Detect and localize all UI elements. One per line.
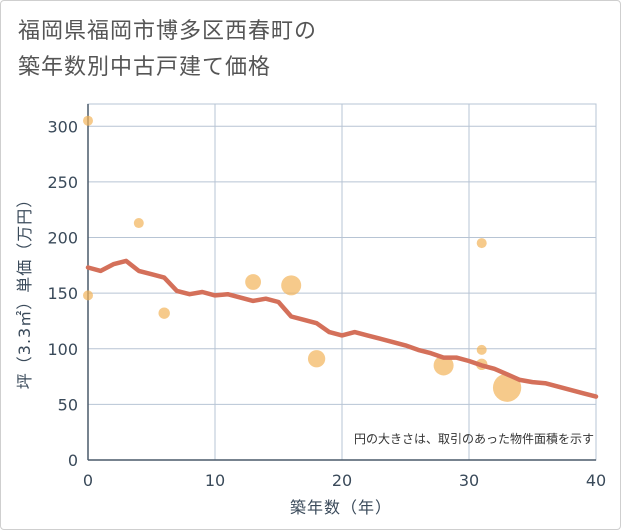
data-point-bubble <box>476 238 487 249</box>
y-tick-label: 300 <box>47 117 78 136</box>
y-tick-label: 0 <box>68 451 78 470</box>
chart-title-line-1: 福岡県福岡市博多区西春町の <box>18 19 318 44</box>
data-point-bubble <box>476 344 487 355</box>
data-point-bubble <box>158 307 170 319</box>
chart-title: 福岡県福岡市博多区西春町の 築年数別中古戸建て価格 <box>18 14 317 86</box>
y-tick-label: 100 <box>47 340 78 359</box>
x-axis-label: 築年数（年） <box>290 498 392 517</box>
y-tick-label: 250 <box>47 173 78 192</box>
y-axis-label: 坪（3.3㎡）単価（万円） <box>15 191 34 389</box>
trend-line-group <box>85 258 599 399</box>
x-tick-label: 40 <box>586 471 606 490</box>
y-tick-label: 200 <box>47 229 78 248</box>
data-point-bubble <box>433 355 454 376</box>
chart-title-line-2: 築年数別中古戸建て価格 <box>18 55 272 80</box>
data-point-bubble <box>83 115 93 126</box>
data-point-bubble <box>281 275 302 296</box>
tick-labels: 0 10 20 30 40 0 50 100 150 200 250 300 <box>47 117 606 490</box>
x-tick-label: 30 <box>459 471 479 490</box>
bubble-size-note: 円の大きさは、取引のあった物件面積を示す <box>354 431 594 446</box>
x-tick-label: 0 <box>83 471 93 490</box>
y-tick-label: 50 <box>58 395 78 414</box>
x-tick-label: 10 <box>205 471 225 490</box>
grid <box>88 104 596 460</box>
data-point-bubble <box>307 350 326 368</box>
axes <box>87 103 597 461</box>
data-point-bubble <box>83 290 93 301</box>
data-point-bubble <box>492 373 522 402</box>
data-point-bubble <box>245 274 262 290</box>
trend-line <box>85 258 599 399</box>
y-tick-label: 150 <box>47 284 78 303</box>
data-point-bubble <box>133 218 144 229</box>
x-tick-label: 20 <box>332 471 352 490</box>
